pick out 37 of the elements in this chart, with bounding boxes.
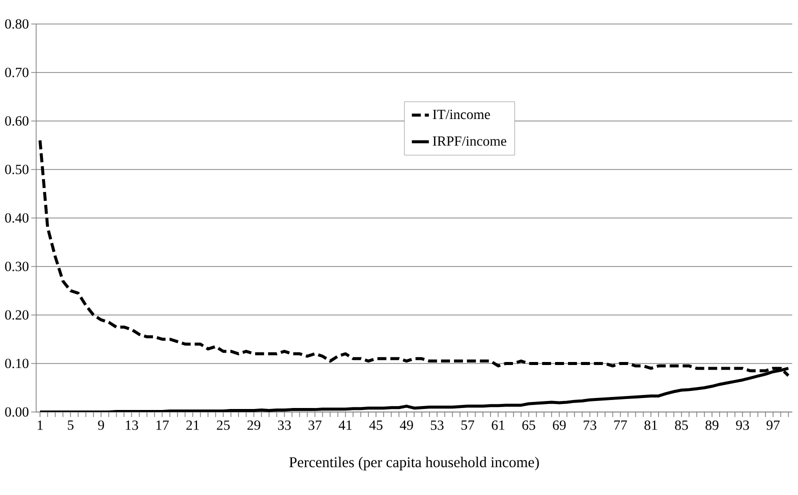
- y-tick-label: 0.80: [5, 19, 28, 29]
- x-tick-label: 69: [552, 420, 566, 430]
- x-tick-label: 9: [98, 420, 104, 430]
- x-tick-label: 1: [38, 420, 43, 430]
- y-tick-label: 0.60: [5, 116, 28, 126]
- x-tick-label: 21: [186, 420, 199, 430]
- x-tick-label: 61: [492, 420, 504, 430]
- x-tick-label: 85: [675, 420, 688, 430]
- y-tick-label: 0.30: [5, 262, 28, 272]
- y-tick-label: 0.70: [5, 68, 28, 78]
- x-tick-label: 5: [68, 420, 74, 430]
- x-tick-label: 65: [522, 420, 536, 430]
- x-tick-label: 57: [461, 420, 474, 430]
- y-tick-label: 0.00: [5, 407, 28, 417]
- x-tick-label: 25: [216, 420, 230, 430]
- x-tick-label: 17: [156, 420, 169, 430]
- legend-label: IT/income: [432, 110, 490, 120]
- x-tick-label: 13: [126, 420, 138, 430]
- x-axis-title: Percentiles (per capita household income): [289, 456, 539, 470]
- legend-label: IRPF/income: [432, 136, 506, 146]
- x-tick-label: 33: [278, 420, 291, 430]
- x-tick-label: 29: [247, 420, 260, 430]
- x-tick-label: 97: [766, 420, 780, 430]
- x-tick-label: 77: [614, 420, 627, 430]
- x-tick-label: 93: [736, 420, 749, 430]
- y-tick-label: 0.10: [5, 358, 28, 368]
- x-tick-label: 41: [338, 420, 352, 430]
- x-tick-label: 45: [369, 420, 382, 430]
- x-tick-label: 73: [584, 420, 596, 430]
- y-tick-label: 0.40: [5, 213, 28, 223]
- y-tick-label: 0.50: [5, 164, 28, 174]
- x-tick-label: 81: [644, 420, 658, 430]
- x-tick-label: 53: [430, 420, 444, 430]
- y-tick-label: 0.20: [5, 310, 28, 320]
- x-tick-label: 37: [308, 420, 322, 430]
- x-tick-label: 49: [400, 420, 413, 430]
- x-tick-label: 89: [706, 420, 718, 430]
